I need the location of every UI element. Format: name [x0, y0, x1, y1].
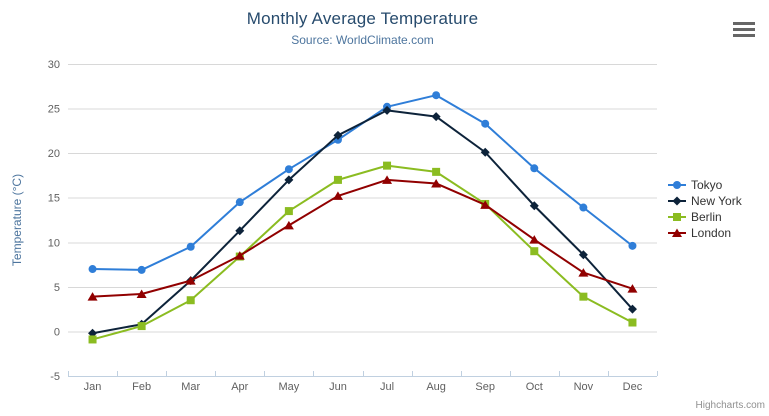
legend-item-berlin[interactable]: Berlin: [668, 209, 742, 225]
data-point-berlin[interactable]: [333, 175, 342, 184]
credits-link[interactable]: Highcharts.com: [695, 400, 765, 411]
series-london[interactable]: [87, 175, 638, 301]
data-point-tokyo[interactable]: [186, 242, 195, 251]
hamburger-menu-icon: [733, 21, 755, 25]
y-axis-label: 5: [54, 282, 60, 294]
data-point-berlin[interactable]: [88, 335, 97, 344]
data-point-tokyo[interactable]: [481, 119, 490, 128]
series-line-new-york[interactable]: [91, 109, 634, 335]
data-point-new-york[interactable]: [333, 130, 343, 140]
data-point-berlin[interactable]: [284, 207, 293, 216]
data-point-tokyo[interactable]: [137, 265, 146, 274]
legend-label: Berlin: [691, 210, 722, 224]
series-line-berlin[interactable]: [91, 164, 634, 341]
series-line-tokyo[interactable]: [91, 94, 634, 271]
x-axis-label: Nov: [574, 381, 594, 393]
legend: Tokyo New York Berlin London: [668, 177, 742, 241]
x-axis-label: Oct: [526, 381, 543, 393]
data-point-tokyo[interactable]: [530, 164, 539, 173]
data-point-new-york[interactable]: [431, 112, 441, 122]
y-axis-title: Temperature (°C): [10, 173, 24, 267]
legend-item-tokyo[interactable]: Tokyo: [668, 177, 742, 193]
x-axis-label: May: [278, 381, 299, 393]
x-axis-label: Jul: [380, 381, 394, 393]
data-point-london[interactable]: [87, 292, 98, 301]
data-point-berlin[interactable]: [186, 296, 195, 305]
data-point-berlin[interactable]: [137, 322, 146, 331]
data-point-london[interactable]: [480, 200, 491, 209]
y-axis-label: 30: [48, 59, 60, 71]
data-point-new-york[interactable]: [480, 147, 490, 157]
y-axis-label: 20: [48, 148, 60, 160]
data-point-berlin[interactable]: [628, 318, 637, 327]
x-axis-label: Feb: [132, 381, 151, 393]
data-point-london[interactable]: [578, 268, 589, 277]
data-point-london[interactable]: [332, 191, 343, 200]
data-point-new-york[interactable]: [529, 201, 539, 211]
y-axis-label: -5: [50, 371, 60, 383]
x-axis-label: Jan: [84, 381, 102, 393]
data-point-tokyo[interactable]: [432, 91, 441, 100]
data-point-london[interactable]: [529, 235, 540, 244]
data-point-london[interactable]: [382, 175, 393, 184]
x-axis-label: Sep: [475, 381, 495, 393]
data-point-tokyo[interactable]: [88, 265, 97, 274]
triangle-marker-icon: [668, 228, 686, 237]
legend-item-london[interactable]: London: [668, 225, 742, 241]
data-point-new-york[interactable]: [382, 105, 392, 115]
square-marker-icon: [668, 213, 686, 221]
x-axis-label: Apr: [231, 381, 248, 393]
legend-item-new-york[interactable]: New York: [668, 193, 742, 209]
data-point-new-york[interactable]: [578, 250, 588, 260]
series-line-london[interactable]: [91, 178, 634, 298]
grid-lines: [68, 64, 657, 377]
data-point-berlin[interactable]: [383, 161, 392, 170]
data-point-new-york[interactable]: [235, 226, 245, 236]
x-axis-label: Mar: [181, 381, 200, 393]
y-axis-label: 10: [48, 237, 60, 249]
data-point-tokyo[interactable]: [235, 198, 244, 207]
data-point-london[interactable]: [627, 284, 638, 293]
series-new-york[interactable]: [88, 105, 637, 338]
export-menu-button[interactable]: [732, 20, 756, 38]
data-point-berlin[interactable]: [432, 167, 441, 176]
y-axis-label: 15: [48, 193, 60, 205]
chart-title: Monthly Average Temperature: [246, 9, 479, 28]
y-axis-label: 0: [54, 326, 60, 338]
data-point-london[interactable]: [431, 178, 442, 188]
circle-marker-icon: [668, 181, 686, 189]
data-point-tokyo[interactable]: [284, 165, 293, 174]
legend-label: New York: [691, 194, 742, 208]
x-axis-label: Jun: [329, 381, 347, 393]
legend-label: London: [691, 226, 732, 240]
x-axis-label: Aug: [426, 381, 446, 393]
data-point-tokyo[interactable]: [579, 203, 588, 212]
data-point-london[interactable]: [185, 276, 196, 285]
data-point-london[interactable]: [234, 251, 245, 260]
chart-subtitle: Source: WorldClimate.com: [291, 33, 434, 47]
x-axis-label: Dec: [623, 381, 643, 393]
data-point-berlin[interactable]: [530, 247, 539, 256]
data-point-tokyo[interactable]: [628, 241, 637, 250]
diamond-marker-icon: [668, 196, 686, 206]
data-point-new-york[interactable]: [627, 304, 637, 314]
legend-label: Tokyo: [691, 178, 723, 192]
x-axis: [68, 371, 658, 377]
data-point-berlin[interactable]: [579, 292, 588, 301]
data-point-london[interactable]: [283, 220, 294, 230]
series-tokyo[interactable]: [88, 91, 637, 274]
data-point-london[interactable]: [136, 289, 147, 298]
y-axis-label: 25: [48, 104, 60, 116]
data-point-new-york[interactable]: [284, 175, 294, 185]
